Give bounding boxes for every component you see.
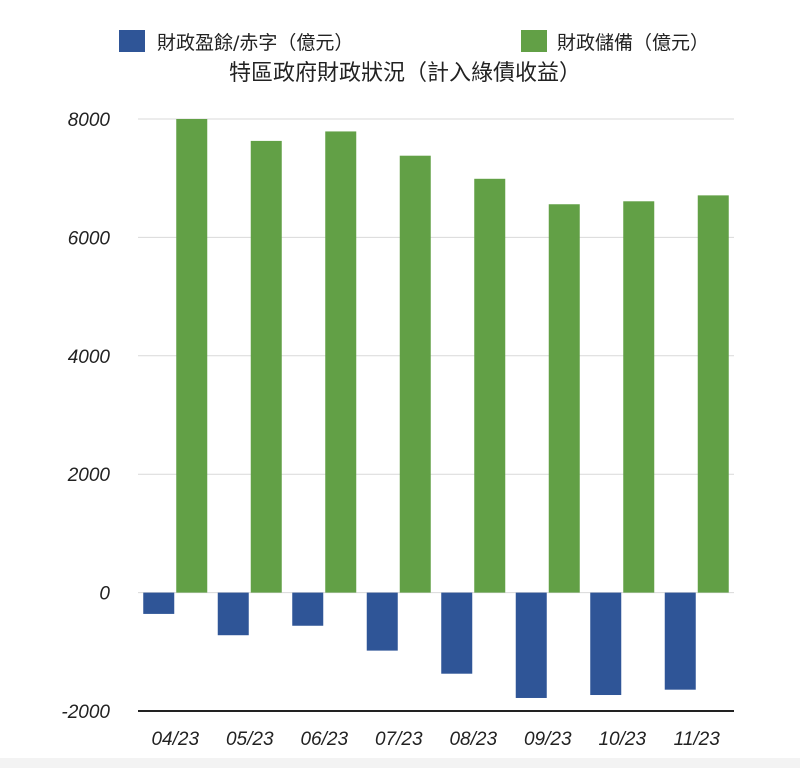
bar-reserves-05-23 (250, 140, 282, 593)
bar-surplus-06-23 (292, 592, 324, 626)
bar-reserves-11-23 (697, 195, 729, 593)
bar-surplus-08-23 (441, 592, 473, 674)
bar-surplus-11-23 (664, 592, 696, 690)
legend-swatch-reserves (521, 30, 547, 52)
bar-reserves-07-23 (399, 155, 431, 593)
bar-surplus-10-23 (590, 592, 622, 696)
x-tick-label: 06/23 (300, 729, 348, 750)
y-tick-label: 6000 (68, 228, 111, 249)
bar-surplus-09-23 (515, 592, 547, 698)
bar-reserves-04-23 (176, 119, 208, 593)
bars (143, 119, 729, 698)
bar-reserves-10-23 (623, 201, 655, 593)
legend-label-surplus: 財政盈餘/赤字（億元） (157, 32, 353, 54)
x-tick-label: 04/23 (151, 729, 199, 750)
y-tick-label: 0 (99, 584, 110, 605)
x-tick-label: 08/23 (449, 729, 497, 750)
legend-swatch-surplus (119, 30, 145, 52)
legend-label-reserves: 財政儲備（億元） (557, 32, 709, 54)
chart-title: 特區政府財政狀況（計入綠債收益） (229, 61, 581, 86)
bar-surplus-04-23 (143, 592, 175, 614)
bar-reserves-09-23 (548, 204, 580, 593)
bar-reserves-08-23 (474, 178, 506, 593)
legend: 財政盈餘/赤字（億元） 財政儲備（億元） (119, 30, 709, 54)
bar-surplus-05-23 (217, 592, 249, 636)
y-tick-label: -2000 (61, 702, 110, 723)
x-axis-ticks: 04/23 05/23 06/23 07/23 08/23 09/23 10/23 11/23 (151, 729, 720, 750)
bar-reserves-06-23 (325, 131, 357, 593)
x-tick-label: 11/23 (674, 729, 721, 750)
x-tick-label: 07/23 (375, 729, 423, 750)
x-tick-label: 05/23 (226, 729, 274, 750)
y-tick-label: 8000 (68, 110, 111, 131)
x-tick-label: 10/23 (598, 729, 646, 750)
x-tick-label: 09/23 (524, 729, 572, 750)
bottom-band (0, 758, 800, 768)
y-tick-label: 2000 (67, 465, 111, 486)
bar-surplus-07-23 (366, 592, 398, 651)
y-axis-ticks: 8000 6000 4000 2000 0 -2000 (61, 110, 110, 723)
y-tick-label: 4000 (68, 347, 111, 368)
